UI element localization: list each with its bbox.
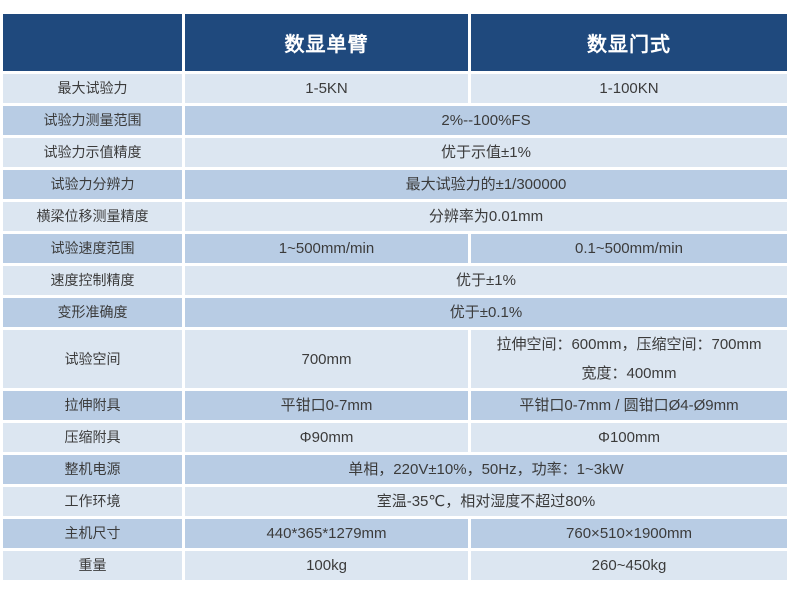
spec-row-label: 重量: [3, 551, 182, 580]
spec-row-label: 试验力分辨力: [3, 170, 182, 199]
table-row: 整机电源 单相，220V±10%，50Hz，功率：1~3kW: [3, 455, 787, 484]
spec-row-label: 试验力示值精度: [3, 138, 182, 167]
spec-row-label: 横梁位移测量精度: [3, 202, 182, 231]
spec-row-label: 压缩附具: [3, 423, 182, 452]
table-row: 变形准确度 优于±0.1%: [3, 298, 787, 327]
table-row: 试验力分辨力 最大试验力的±1/300000: [3, 170, 787, 199]
table-row: 重量 100kg 260~450kg: [3, 551, 787, 580]
spec-row-label: 变形准确度: [3, 298, 182, 327]
spec-cell-span: 分辨率为0.01mm: [185, 202, 787, 231]
spec-cell: 1-100KN: [471, 74, 787, 103]
spec-row-label: 工作环境: [3, 487, 182, 516]
table-row: 试验空间 700mm 拉伸空间：600mm，压缩空间：700mm 宽度：400mm: [3, 330, 787, 388]
spec-row-label: 试验速度范围: [3, 234, 182, 263]
table-row: 速度控制精度 优于±1%: [3, 266, 787, 295]
spec-cell: 1-5KN: [185, 74, 468, 103]
table-row: 主机尺寸 440*365*1279mm 760×510×1900mm: [3, 519, 787, 548]
spec-cell-span: 室温-35℃，相对湿度不超过80%: [185, 487, 787, 516]
spec-row-label: 试验空间: [3, 330, 182, 388]
spec-cell-span: 单相，220V±10%，50Hz，功率：1~3kW: [185, 455, 787, 484]
header-col-single-arm: 数显单臂: [185, 14, 468, 71]
spec-cell: Φ100mm: [471, 423, 787, 452]
spec-cell: 440*365*1279mm: [185, 519, 468, 548]
spec-cell: Φ90mm: [185, 423, 468, 452]
spec-row-label: 主机尺寸: [3, 519, 182, 548]
spec-cell-span: 优于±0.1%: [185, 298, 787, 327]
spec-cell: 平钳口0-7mm / 圆钳口Ø4-Ø9mm: [471, 391, 787, 420]
spec-row-label: 速度控制精度: [3, 266, 182, 295]
spec-table-body: 最大试验力 1-5KN 1-100KN 试验力测量范围 2%--100%FS 试验力示值精…: [3, 74, 787, 580]
header-corner-cell: [3, 14, 182, 71]
spec-row-label: 拉伸附具: [3, 391, 182, 420]
spec-cell: 0.1~500mm/min: [471, 234, 787, 263]
spec-cell-span: 优于±1%: [185, 266, 787, 295]
spec-cell: 1~500mm/min: [185, 234, 468, 263]
table-row: 试验力示值精度 优于示值±1%: [3, 138, 787, 167]
table-row: 最大试验力 1-5KN 1-100KN: [3, 74, 787, 103]
spec-table: 数显单臂 数显门式 最大试验力 1-5KN 1-100KN 试验力测量范围 2%--10…: [0, 11, 790, 583]
spec-cell-line: 拉伸空间：600mm，压缩空间：700mm: [496, 336, 762, 353]
spec-cell: 760×510×1900mm: [471, 519, 787, 548]
spec-cell: 700mm: [185, 330, 468, 388]
table-row: 横梁位移测量精度 分辨率为0.01mm: [3, 202, 787, 231]
spec-cell-line: 宽度：400mm: [581, 365, 677, 382]
spec-row-label: 试验力测量范围: [3, 106, 182, 135]
spec-cell-span: 2%--100%FS: [185, 106, 787, 135]
table-row: 试验速度范围 1~500mm/min 0.1~500mm/min: [3, 234, 787, 263]
spec-row-label: 最大试验力: [3, 74, 182, 103]
spec-cell-span: 最大试验力的±1/300000: [185, 170, 787, 199]
spec-sheet: 数显单臂 数显门式 最大试验力 1-5KN 1-100KN 试验力测量范围 2%--10…: [0, 11, 790, 583]
table-row: 压缩附具 Φ90mm Φ100mm: [3, 423, 787, 452]
spec-cell: 260~450kg: [471, 551, 787, 580]
table-row: 试验力测量范围 2%--100%FS: [3, 106, 787, 135]
spec-cell: 100kg: [185, 551, 468, 580]
table-row: 工作环境 室温-35℃，相对湿度不超过80%: [3, 487, 787, 516]
table-row: 拉伸附具 平钳口0-7mm 平钳口0-7mm / 圆钳口Ø4-Ø9mm: [3, 391, 787, 420]
spec-cell-span: 优于示值±1%: [185, 138, 787, 167]
header-col-gantry: 数显门式: [471, 14, 787, 71]
spec-cell: 拉伸空间：600mm，压缩空间：700mm 宽度：400mm: [471, 330, 787, 388]
spec-cell: 平钳口0-7mm: [185, 391, 468, 420]
spec-row-label: 整机电源: [3, 455, 182, 484]
header-row: 数显单臂 数显门式: [3, 14, 787, 71]
